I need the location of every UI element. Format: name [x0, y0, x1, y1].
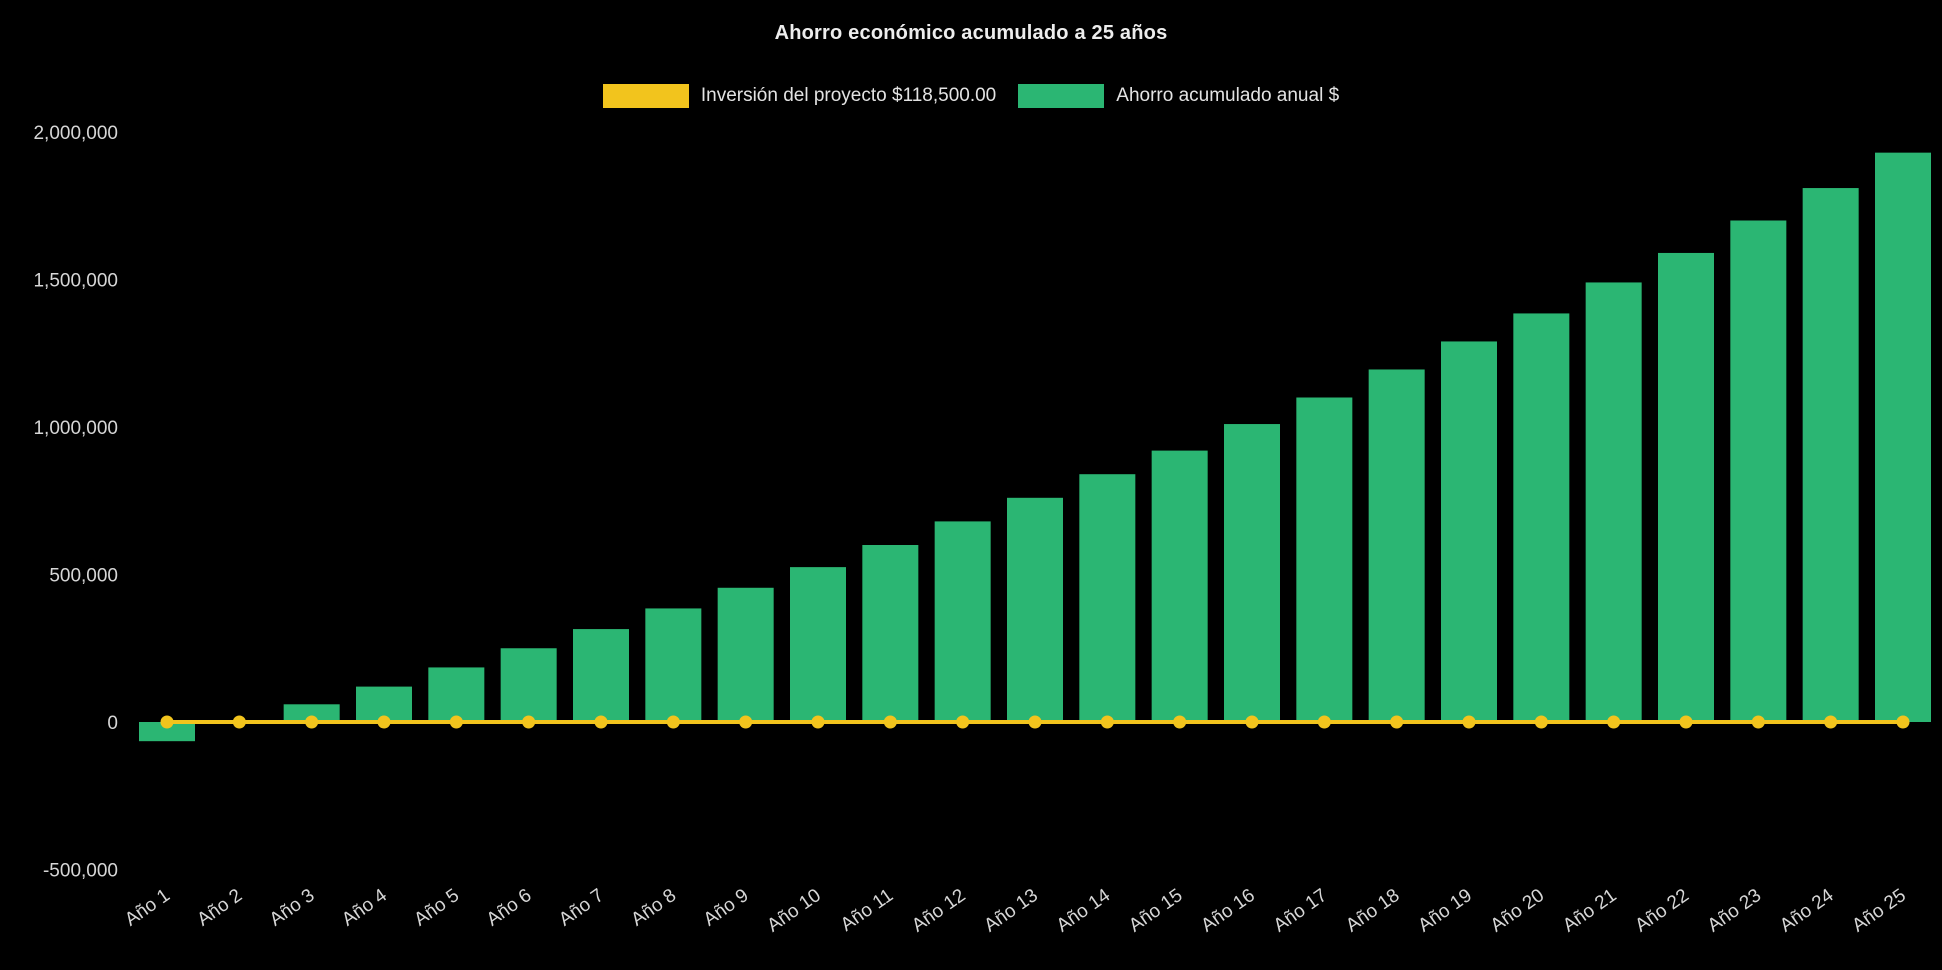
- savings-bar: [1079, 474, 1136, 722]
- savings-bar: [1224, 424, 1280, 722]
- x-axis-tick-label: Año 17: [1270, 885, 1331, 937]
- x-axis-tick-label: Año 3: [266, 885, 319, 931]
- investment-point: [1245, 715, 1259, 729]
- savings-bar: [1441, 341, 1497, 722]
- investment-point: [1751, 715, 1765, 729]
- savings-bar: [283, 704, 340, 722]
- investment-point: [232, 715, 246, 729]
- y-axis-tick-label: 0: [107, 713, 118, 734]
- investment-point: [1173, 715, 1187, 729]
- x-axis-tick-label: Año 15: [1125, 885, 1186, 937]
- savings-bar: [1513, 313, 1570, 722]
- x-axis-tick-label: Año 18: [1342, 885, 1403, 937]
- savings-bar: [500, 648, 557, 722]
- legend-item-savings[interactable]: Ahorro acumulado anual $: [1018, 84, 1339, 108]
- savings-bar: [1875, 152, 1931, 722]
- x-axis-tick-label: Año 20: [1487, 885, 1548, 937]
- investment-point: [305, 715, 319, 729]
- savings-bar: [934, 521, 991, 722]
- y-axis-tick-label: 1,000,000: [33, 418, 118, 439]
- chart-legend: Inversión del proyecto $118,500.00 Ahorr…: [0, 84, 1942, 108]
- x-axis-tick-label: Año 16: [1197, 885, 1258, 937]
- investment-point: [666, 715, 680, 729]
- investment-point: [1607, 715, 1621, 729]
- x-axis-tick-label: Año 1: [121, 885, 174, 931]
- x-axis-tick-label: Año 6: [483, 885, 536, 931]
- investment-point: [377, 715, 391, 729]
- savings-bar: [573, 629, 629, 722]
- y-axis-tick-label: 2,000,000: [33, 123, 118, 144]
- savings-bar: [1007, 497, 1063, 722]
- savings-bar: [1802, 188, 1859, 723]
- investment-point: [594, 715, 608, 729]
- x-axis-tick-label: Año 19: [1414, 885, 1475, 937]
- investment-point: [1462, 715, 1476, 729]
- x-axis-tick-label: Año 4: [338, 885, 391, 931]
- savings-bar: [1368, 369, 1425, 722]
- savings-bar: [790, 567, 846, 722]
- investment-point: [1896, 715, 1910, 729]
- investment-point: [522, 715, 536, 729]
- investment-point: [449, 715, 463, 729]
- x-axis-tick-label: Año 14: [1053, 885, 1115, 937]
- investment-point: [1317, 715, 1331, 729]
- legend-swatch-investment: [602, 84, 689, 108]
- investment-point: [160, 715, 174, 729]
- y-axis-tick-label: 500,000: [49, 566, 118, 587]
- savings-bar: [1658, 252, 1714, 722]
- x-axis-tick-label: Año 9: [700, 885, 753, 931]
- investment-point: [811, 715, 825, 729]
- savings-bar: [862, 545, 919, 722]
- chart-title: Ahorro económico acumulado a 25 años: [774, 22, 1168, 44]
- legend-label-savings: Ahorro acumulado anual $: [1116, 85, 1340, 106]
- y-axis-tick-label: 1,500,000: [33, 271, 118, 292]
- x-axis-tick-label: Año 7: [555, 885, 608, 931]
- investment-point: [956, 715, 970, 729]
- x-axis-tick-label: Año 10: [763, 885, 824, 937]
- legend-label-investment: Inversión del proyecto $118,500.00: [700, 85, 997, 106]
- x-axis-tick-label: Año 21: [1559, 885, 1620, 937]
- x-axis-tick-label: Año 12: [908, 885, 969, 937]
- x-axis-tick-label: Año 23: [1704, 885, 1765, 937]
- x-axis-tick-label: Año 5: [410, 885, 463, 931]
- savings-bar: [1151, 450, 1208, 722]
- x-axis-tick-label: Año 24: [1776, 885, 1838, 937]
- investment-point: [739, 715, 753, 729]
- investment-point: [883, 715, 897, 729]
- investment-point: [1028, 715, 1042, 729]
- savings-bar: [645, 608, 702, 722]
- investment-point: [1679, 715, 1693, 729]
- x-axis-tick-label: Año 2: [193, 885, 246, 931]
- legend-swatch-savings: [1018, 84, 1105, 108]
- x-axis-tick-label: Año 22: [1631, 885, 1692, 937]
- investment-point: [1390, 715, 1404, 729]
- x-axis-tick-label: Año 13: [980, 885, 1041, 937]
- savings-bar: [1585, 282, 1642, 722]
- investment-point: [1100, 715, 1114, 729]
- savings-bar: [1730, 220, 1787, 722]
- legend-item-investment[interactable]: Inversión del proyecto $118,500.00: [602, 84, 997, 108]
- investment-point: [1534, 715, 1548, 729]
- investment-point: [1824, 715, 1838, 729]
- savings-bar: [139, 722, 195, 742]
- savings-bar: [428, 667, 485, 722]
- x-axis-tick-label: Año 8: [627, 885, 680, 931]
- x-axis-tick-label: Año 25: [1848, 885, 1909, 937]
- savings-bar: [717, 587, 774, 722]
- savings-bar: [1296, 397, 1353, 722]
- y-axis-tick-label: -500,000: [43, 861, 118, 882]
- x-axis-tick-label: Año 11: [837, 885, 897, 936]
